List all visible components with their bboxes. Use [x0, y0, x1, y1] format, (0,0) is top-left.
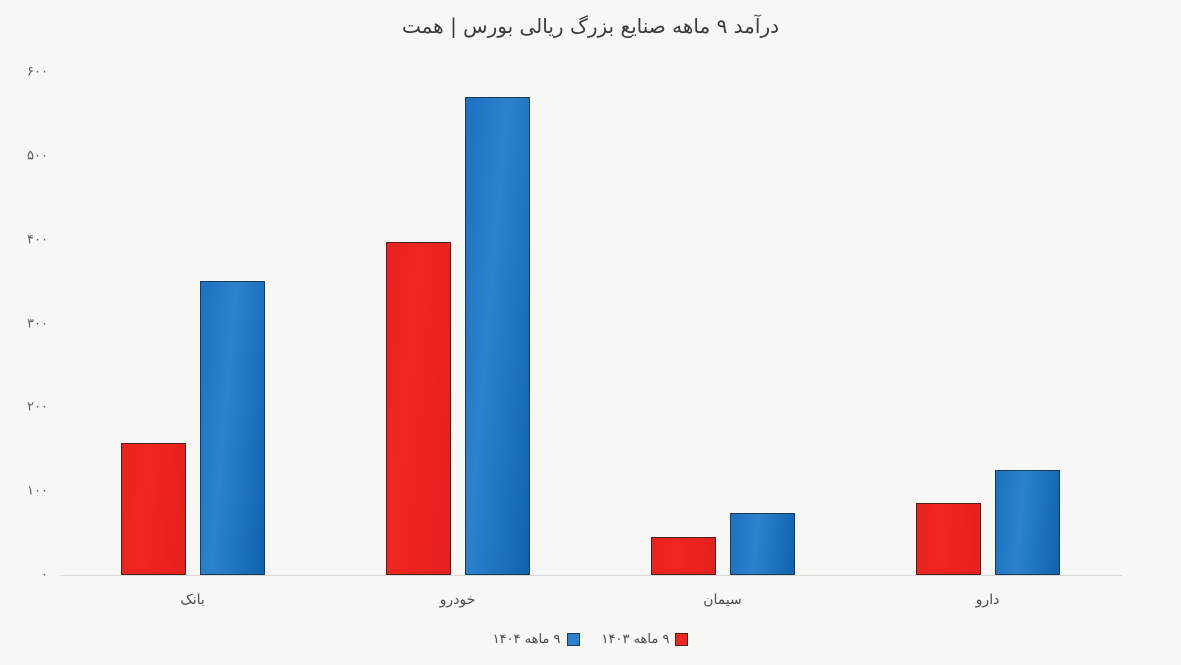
legend-label: ۹ ماهه ۱۴۰۴ [492, 632, 561, 647]
y-axis-tick-label: ۰ [41, 567, 48, 583]
legend-swatch-icon [566, 633, 580, 646]
bar[interactable] [729, 512, 795, 575]
x-axis-baseline [60, 575, 1122, 576]
y-axis-tick-label: ۴۰۰ [27, 232, 48, 248]
chart-title: درآمد ۹ ماهه صنایع بزرگ ریالی بورس | همت [401, 14, 780, 38]
bar-group [915, 72, 1060, 575]
y-axis-tick-label: ۶۰۰ [27, 64, 48, 80]
x-axis-tick-label: سیمان [703, 592, 742, 608]
chart-legend: ۹ ماهه ۱۴۰۳ ۹ ماهه ۱۴۰۴ [0, 632, 1181, 647]
y-axis-tick-label: ۱۰۰ [27, 483, 48, 499]
legend-swatch-icon [675, 633, 689, 646]
bar[interactable] [385, 242, 451, 575]
y-axis-tick-label: ۵۰۰ [27, 148, 48, 164]
bar[interactable] [650, 537, 716, 575]
bar-group [385, 72, 530, 575]
bar[interactable] [994, 470, 1060, 575]
y-axis-tick-label: ۲۰۰ [27, 399, 48, 415]
y-axis-tick-label: ۳۰۰ [27, 316, 48, 331]
bar-group [650, 72, 795, 575]
x-axis-tick-label: بانک [180, 592, 205, 608]
bar[interactable] [464, 97, 530, 575]
bar[interactable] [915, 502, 981, 575]
x-axis-tick-label: خودرو [439, 592, 476, 608]
bar[interactable] [120, 443, 186, 575]
legend-item[interactable]: ۹ ماهه ۱۴۰۴ [493, 632, 580, 647]
bar[interactable] [199, 280, 265, 575]
bar-group [120, 72, 265, 575]
legend-label: ۹ ماهه ۱۴۰۳ [601, 632, 670, 647]
x-axis-tick-label: دارو [975, 592, 1000, 608]
y-axis: ۰ ۱۰۰ ۲۰۰ ۳۰۰ ۴۰۰ ۵۰۰ ۶۰۰ [0, 0, 60, 665]
legend-item[interactable]: ۹ ماهه ۱۴۰۳ [602, 632, 689, 647]
